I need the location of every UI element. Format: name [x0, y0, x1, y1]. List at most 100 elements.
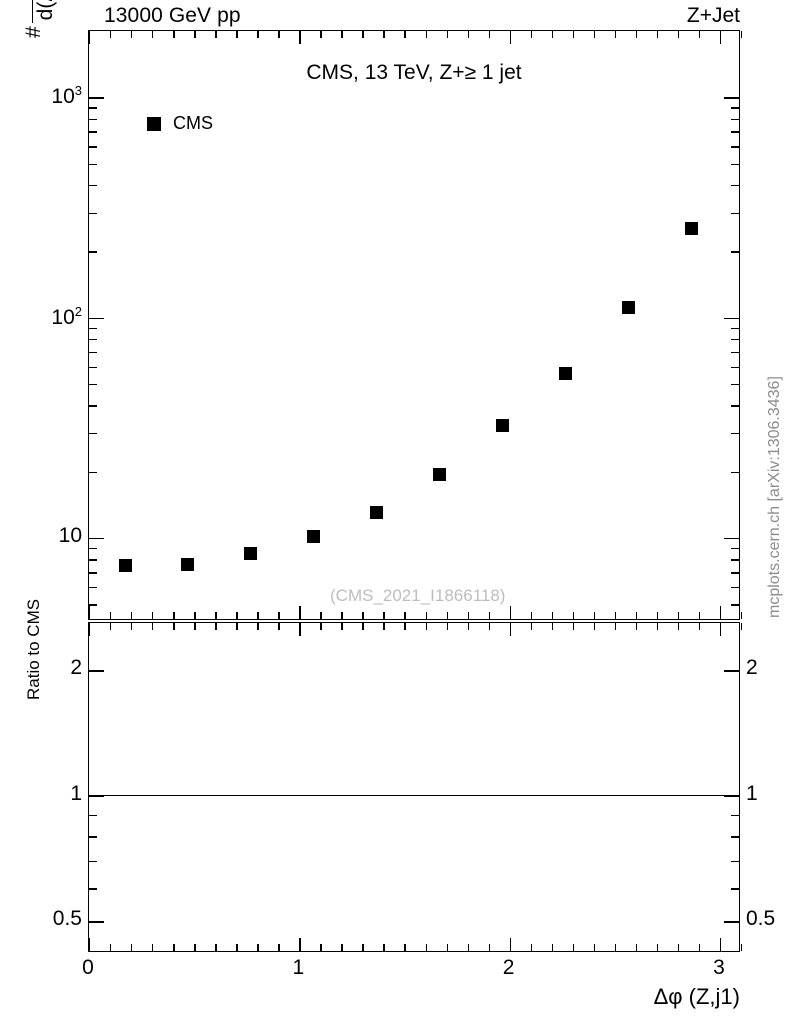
- x-minor-tick: [173, 944, 175, 951]
- x-minor-tick: [215, 612, 217, 619]
- x-minor-tick: [698, 623, 701, 630]
- legend-label-cms: CMS: [173, 113, 213, 133]
- y-minor-tick: [89, 572, 97, 574]
- x-minor-tick: [635, 31, 638, 38]
- y-axis-title-numerator: dσ: [10, 0, 32, 23]
- x-minor-tick: [194, 623, 196, 630]
- ratio-tick-label-right: 1: [746, 781, 758, 805]
- y-minor-tick: [89, 163, 97, 166]
- y-minor-tick: [89, 405, 97, 407]
- ratio-tick-label-left: 2: [70, 656, 82, 680]
- x-major-tick: [509, 938, 512, 951]
- y-minor-tick: [89, 586, 97, 589]
- x-minor-tick: [278, 612, 280, 619]
- x-minor-tick: [551, 612, 554, 619]
- x-minor-tick: [257, 31, 259, 38]
- x-minor-tick: [404, 31, 406, 38]
- y-minor-tick: [731, 251, 739, 253]
- x-minor-tick: [677, 623, 680, 630]
- beam-energy-label: 13000 GeV pp: [104, 4, 241, 27]
- data-point-marker: [622, 301, 636, 315]
- x-minor-tick: [110, 31, 112, 38]
- x-minor-tick: [341, 623, 343, 630]
- x-minor-tick: [530, 944, 533, 951]
- data-point-marker: [370, 506, 384, 520]
- x-minor-tick: [467, 944, 469, 951]
- x-minor-tick: [173, 31, 175, 38]
- x-minor-tick: [173, 623, 175, 630]
- y-major-tick: [724, 537, 739, 540]
- x-minor-tick: [614, 623, 617, 630]
- x-minor-tick: [698, 612, 701, 619]
- y-minor-tick: [731, 131, 739, 133]
- x-minor-tick: [404, 612, 406, 619]
- x-minor-tick: [656, 623, 659, 630]
- y-minor-tick: [89, 131, 97, 133]
- x-minor-tick: [152, 31, 154, 38]
- ratio-major-tick: [724, 670, 739, 672]
- x-minor-tick: [215, 31, 217, 38]
- x-minor-tick: [236, 944, 238, 951]
- x-minor-tick: [488, 944, 490, 951]
- y-minor-tick: [731, 586, 739, 589]
- x-major-tick: [509, 623, 512, 636]
- x-minor-tick: [341, 944, 343, 951]
- y-minor-tick: [89, 351, 97, 354]
- x-minor-tick: [131, 612, 133, 619]
- x-minor-tick: [530, 31, 533, 38]
- x-tick-label: 2: [502, 956, 515, 979]
- x-minor-tick: [383, 944, 385, 951]
- x-minor-tick: [635, 623, 638, 630]
- y-minor-tick: [89, 432, 97, 435]
- x-minor-tick: [320, 612, 322, 619]
- x-minor-tick: [446, 944, 448, 951]
- y-major-tick: [724, 317, 739, 320]
- x-minor-tick: [236, 612, 238, 619]
- y-tick-label: 103: [51, 83, 82, 109]
- data-point-marker: [496, 419, 510, 433]
- x-major-tick: [509, 606, 512, 619]
- x-minor-tick: [278, 31, 280, 38]
- x-major-tick: [89, 623, 91, 636]
- x-minor-tick: [320, 623, 322, 630]
- x-tick-label: 1: [292, 956, 305, 979]
- y-minor-tick: [731, 339, 739, 341]
- x-minor-tick: [425, 623, 427, 630]
- x-minor-tick: [131, 31, 133, 38]
- y-minor-tick: [89, 383, 97, 386]
- x-minor-tick: [404, 944, 406, 951]
- y-minor-tick: [89, 107, 97, 109]
- x-minor-tick: [677, 612, 680, 619]
- x-minor-tick: [741, 31, 743, 38]
- x-minor-tick: [551, 944, 554, 951]
- x-minor-tick: [593, 623, 596, 630]
- x-minor-tick: [572, 612, 575, 619]
- y-minor-tick: [731, 471, 739, 474]
- y-minor-tick: [731, 604, 739, 606]
- x-minor-tick: [257, 623, 259, 630]
- y-minor-tick: [731, 351, 739, 354]
- x-minor-tick: [194, 31, 196, 38]
- x-minor-tick: [110, 612, 112, 619]
- ratio-reference-line: [88, 794, 740, 797]
- x-minor-tick: [741, 944, 743, 951]
- y-minor-tick: [731, 559, 739, 561]
- x-minor-tick: [257, 944, 259, 951]
- ratio-plot-panel: [88, 622, 743, 952]
- y-minor-tick: [89, 604, 97, 606]
- x-major-tick: [509, 31, 512, 44]
- x-minor-tick: [551, 31, 554, 38]
- y-major-tick: [89, 317, 104, 320]
- x-minor-tick: [677, 944, 680, 951]
- y-minor-tick: [731, 432, 739, 435]
- x-minor-tick: [593, 612, 596, 619]
- ratio-axis-title: Ratio to CMS: [24, 598, 43, 700]
- x-minor-tick: [467, 623, 469, 630]
- y-minor-tick: [89, 548, 97, 550]
- data-point-marker: [181, 558, 195, 572]
- y-minor-tick: [731, 366, 739, 368]
- x-tick-label: 3: [713, 956, 725, 979]
- legend-marker-cms: [147, 116, 161, 131]
- y-major-tick: [89, 97, 104, 99]
